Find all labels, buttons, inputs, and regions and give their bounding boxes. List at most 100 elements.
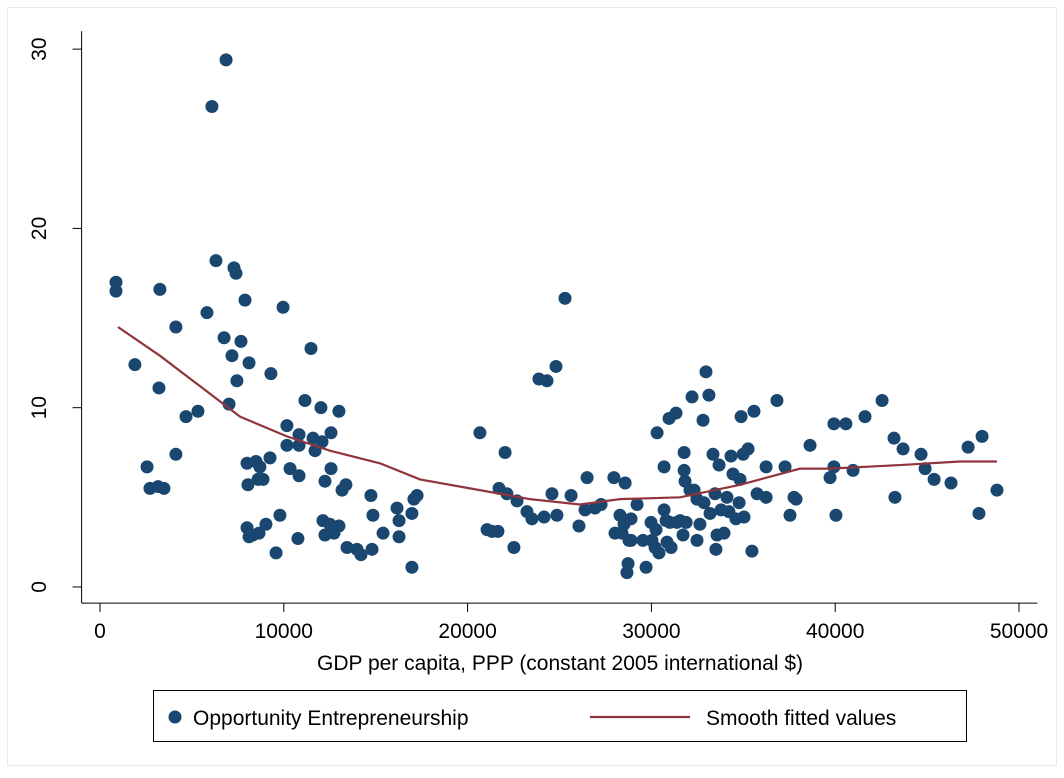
point bbox=[364, 489, 378, 503]
point bbox=[169, 447, 183, 461]
point bbox=[676, 528, 690, 542]
point bbox=[276, 300, 290, 314]
point bbox=[624, 512, 638, 526]
point bbox=[972, 506, 986, 520]
y-tick-label: 10 bbox=[28, 396, 51, 419]
point bbox=[292, 428, 306, 442]
point bbox=[273, 508, 287, 522]
point bbox=[340, 541, 354, 555]
point bbox=[291, 532, 305, 546]
point bbox=[217, 331, 231, 345]
point bbox=[693, 517, 707, 531]
point bbox=[269, 546, 283, 560]
point bbox=[669, 406, 683, 420]
point bbox=[252, 526, 266, 540]
point bbox=[315, 435, 329, 449]
point bbox=[157, 481, 171, 495]
point bbox=[896, 442, 910, 456]
point bbox=[128, 358, 142, 372]
point bbox=[292, 469, 306, 483]
point bbox=[745, 544, 759, 558]
point bbox=[717, 526, 731, 540]
point bbox=[580, 471, 594, 485]
point bbox=[540, 374, 554, 388]
point bbox=[578, 503, 592, 517]
y-tick-label: 30 bbox=[28, 37, 51, 60]
point bbox=[696, 413, 710, 427]
point bbox=[152, 381, 166, 395]
legend-label: Opportunity Entrepreneurship bbox=[193, 707, 469, 730]
point bbox=[324, 462, 338, 476]
x-tick-label: 10000 bbox=[255, 620, 313, 643]
point bbox=[410, 489, 424, 503]
point bbox=[365, 542, 379, 556]
point bbox=[537, 510, 551, 524]
point bbox=[200, 306, 214, 320]
point bbox=[242, 356, 256, 370]
point bbox=[621, 557, 635, 571]
point bbox=[332, 519, 346, 533]
point bbox=[140, 460, 154, 474]
point bbox=[649, 523, 663, 537]
point bbox=[225, 349, 239, 363]
point bbox=[405, 560, 419, 574]
point bbox=[975, 429, 989, 443]
point bbox=[702, 388, 716, 402]
point bbox=[607, 471, 621, 485]
point bbox=[314, 401, 328, 415]
point bbox=[712, 458, 726, 472]
point bbox=[280, 419, 294, 433]
point bbox=[709, 542, 723, 556]
point bbox=[875, 394, 889, 408]
point bbox=[525, 512, 539, 526]
x-tick-label: 50000 bbox=[990, 620, 1048, 643]
point bbox=[507, 541, 521, 555]
point bbox=[664, 541, 678, 555]
point bbox=[827, 460, 841, 474]
point bbox=[887, 431, 901, 445]
point bbox=[238, 293, 252, 307]
point bbox=[839, 417, 853, 431]
point bbox=[618, 476, 632, 490]
point bbox=[759, 460, 773, 474]
x-tick-label: 20000 bbox=[438, 620, 496, 643]
point bbox=[253, 460, 267, 474]
point bbox=[392, 530, 406, 544]
point bbox=[720, 490, 734, 504]
point bbox=[733, 472, 747, 486]
x-tick-label: 0 bbox=[94, 620, 106, 643]
point bbox=[263, 451, 277, 465]
point bbox=[109, 275, 123, 289]
point bbox=[858, 410, 872, 424]
point bbox=[759, 490, 773, 504]
y-tick-label: 20 bbox=[28, 217, 51, 240]
point bbox=[823, 471, 837, 485]
point bbox=[747, 404, 761, 418]
point bbox=[564, 489, 578, 503]
point bbox=[679, 515, 693, 529]
point bbox=[191, 404, 205, 418]
point bbox=[990, 483, 1004, 497]
point bbox=[549, 359, 563, 373]
y-tick-label: 0 bbox=[28, 581, 51, 593]
point bbox=[491, 524, 505, 538]
point bbox=[259, 517, 273, 531]
point bbox=[737, 510, 751, 524]
point bbox=[636, 533, 650, 547]
point bbox=[324, 426, 338, 440]
graph-region bbox=[7, 7, 1057, 766]
point bbox=[944, 476, 958, 490]
point bbox=[677, 446, 691, 460]
point bbox=[961, 440, 975, 454]
point bbox=[405, 506, 419, 520]
point bbox=[803, 438, 817, 452]
point bbox=[624, 533, 638, 547]
point bbox=[500, 487, 514, 501]
point bbox=[392, 514, 406, 528]
point bbox=[770, 394, 784, 408]
point bbox=[685, 390, 699, 404]
point bbox=[153, 282, 167, 296]
point bbox=[376, 526, 390, 540]
